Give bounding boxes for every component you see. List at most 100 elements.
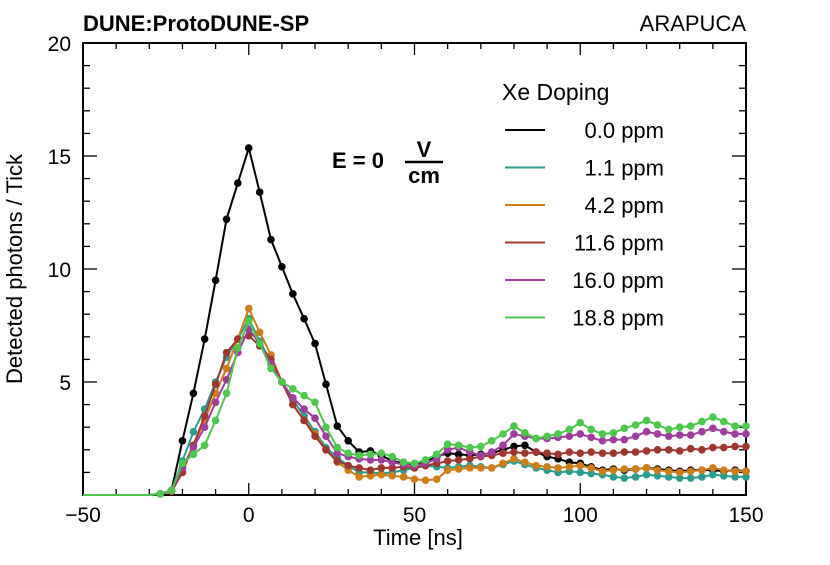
- y-tick-labels: 5 10 15 20: [48, 33, 71, 395]
- data-point: [487, 436, 496, 445]
- legend-title: Xe Doping: [502, 79, 609, 105]
- data-point: [377, 449, 386, 457]
- data-point: [189, 427, 198, 436]
- x-tick-label: 50: [403, 504, 426, 527]
- data-point: [642, 464, 651, 472]
- data-point: [576, 461, 585, 470]
- data-point: [698, 446, 706, 454]
- data-point: [443, 440, 452, 448]
- data-point: [211, 398, 220, 407]
- data-point: [432, 475, 441, 483]
- legend-label: 16.0 ppm: [572, 268, 664, 293]
- data-point: [510, 442, 518, 451]
- data-point: [565, 425, 574, 434]
- data-point: [499, 459, 507, 468]
- data-point: [587, 448, 595, 456]
- data-point: [709, 413, 717, 421]
- data-point: [731, 442, 739, 451]
- data-point: [388, 458, 397, 467]
- data-point: [532, 461, 540, 470]
- data-point: [686, 422, 695, 430]
- data-point: [322, 446, 330, 454]
- data-point: [543, 432, 551, 441]
- data-point: [598, 449, 607, 457]
- legend-entry: 0.0 ppm: [505, 118, 664, 143]
- data-point: [698, 417, 706, 426]
- plot-area: [82, 42, 750, 498]
- data-point: [300, 391, 308, 400]
- data-point: [664, 446, 673, 454]
- data-point: [244, 144, 253, 152]
- data-point: [333, 422, 342, 430]
- data-point: [311, 414, 319, 422]
- data-point: [587, 433, 595, 442]
- data-point: [731, 422, 739, 430]
- data-point: [631, 432, 640, 441]
- data-point: [686, 444, 695, 453]
- data-point: [731, 473, 739, 481]
- data-point: [587, 469, 595, 478]
- data-point: [653, 466, 662, 474]
- data-point: [267, 364, 275, 373]
- data-point: [609, 473, 618, 481]
- x-tick-label: 0: [243, 504, 255, 527]
- x-tick-label: 150: [728, 504, 763, 527]
- data-point: [576, 430, 585, 438]
- data-point: [355, 473, 363, 481]
- data-point: [222, 348, 231, 357]
- data-point: [366, 466, 375, 474]
- data-point: [731, 430, 739, 438]
- data-point: [289, 290, 297, 298]
- data-point: [510, 455, 518, 463]
- data-point: [454, 465, 463, 473]
- data-point: [454, 450, 463, 459]
- data-point: [653, 421, 662, 429]
- legend-entry: 18.8 ppm: [505, 306, 664, 331]
- data-point: [642, 427, 651, 436]
- data-point: [664, 425, 673, 434]
- data-point: [410, 459, 419, 468]
- data-point: [609, 429, 618, 437]
- data-point: [333, 443, 342, 452]
- legend-label: 4.2 ppm: [585, 193, 665, 218]
- data-point: [200, 335, 209, 343]
- data-point: [698, 427, 706, 436]
- data-point: [234, 179, 242, 187]
- data-point: [432, 450, 441, 459]
- data-point: [366, 450, 375, 459]
- data-point: [267, 235, 275, 244]
- data-point: [698, 466, 706, 474]
- legend-entries: 0.0 ppm 1.1 ppm 4.2 ppm 11.6 ppm 16.0 ppm 18.…: [505, 118, 664, 331]
- field-annotation: E = 0 V cm: [332, 137, 443, 188]
- data-point: [333, 457, 342, 465]
- data-point: [631, 473, 640, 481]
- data-point: [642, 447, 651, 455]
- data-point: [653, 471, 662, 480]
- data-point: [278, 378, 286, 386]
- data-point: [355, 451, 363, 460]
- data-point: [719, 443, 728, 452]
- data-point: [189, 443, 198, 452]
- data-point: [178, 436, 187, 445]
- data-point: [421, 456, 430, 464]
- data-point: [278, 262, 286, 271]
- y-tick-label: 10: [48, 259, 71, 282]
- data-point: [222, 364, 231, 373]
- data-point: [189, 389, 198, 398]
- data-point: [344, 461, 353, 470]
- data-point: [576, 418, 585, 427]
- legend-entry: 4.2 ppm: [505, 193, 664, 218]
- data-point: [477, 442, 485, 451]
- data-point: [742, 467, 750, 476]
- data-point: [565, 432, 574, 441]
- data-point: [255, 188, 264, 196]
- data-point: [311, 398, 319, 407]
- data-point: [709, 470, 717, 479]
- data-point: [620, 424, 629, 433]
- experiment-title: DUNE:ProtoDUNE-SP: [83, 11, 309, 36]
- data-point: [499, 430, 507, 438]
- data-point: [167, 486, 176, 495]
- y-tick-label: 15: [48, 146, 71, 169]
- data-point: [510, 422, 518, 430]
- legend-label: 0.0 ppm: [585, 118, 665, 143]
